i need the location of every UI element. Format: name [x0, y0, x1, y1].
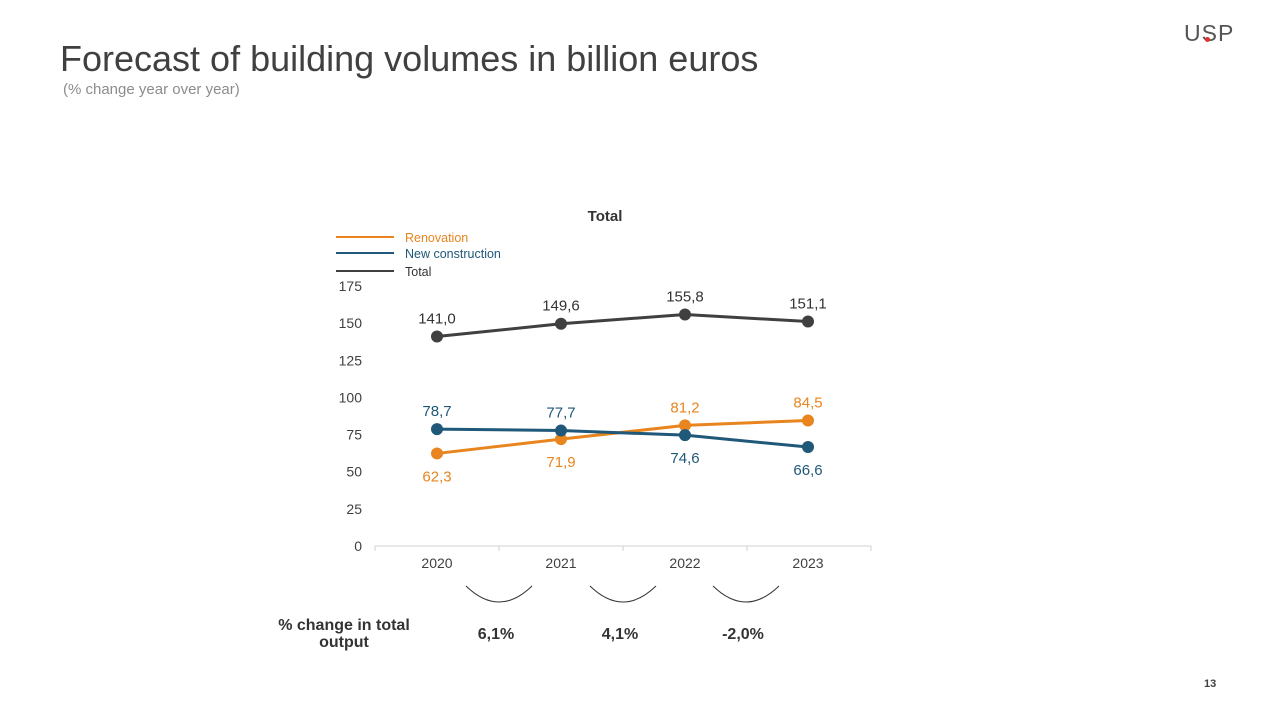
- data-label: 81,2: [670, 399, 699, 416]
- y-tick-label: 0: [354, 538, 362, 554]
- percent-change-value: -2,0%: [722, 626, 764, 643]
- percent-change-row-label: % change in total output: [278, 617, 410, 651]
- series-line: [436, 418, 809, 455]
- data-label: 155,8: [666, 289, 704, 306]
- x-tick-label: 2021: [545, 555, 576, 571]
- x-tick-label: 2023: [792, 555, 823, 571]
- change-arc: [465, 585, 533, 603]
- x-tick-label: 2022: [669, 555, 700, 571]
- y-tick-label: 25: [346, 501, 362, 517]
- data-label: 71,9: [546, 454, 575, 471]
- data-label: 141,0: [418, 311, 456, 328]
- page-number: 13: [1204, 678, 1217, 690]
- data-label: 74,6: [670, 450, 699, 467]
- y-tick-label: 100: [339, 389, 363, 405]
- y-tick-label: 75: [346, 427, 362, 443]
- data-point: [431, 330, 443, 343]
- percent-change-value: 6,1%: [478, 626, 514, 643]
- data-label: 78,7: [422, 403, 451, 420]
- slide-title: Forecast of building volumes in billion …: [60, 38, 759, 79]
- data-label: 151,1: [789, 296, 827, 313]
- data-label: 66,6: [793, 462, 822, 479]
- y-tick-label: 175: [339, 278, 363, 294]
- data-point: [679, 429, 691, 442]
- data-point: [431, 423, 443, 436]
- data-label: 62,3: [422, 468, 451, 485]
- chart-title: Total: [588, 208, 623, 225]
- data-point: [679, 308, 691, 321]
- data-point: [802, 414, 814, 427]
- legend-label: Total: [405, 265, 431, 279]
- data-point: [555, 424, 567, 437]
- y-tick-label: 125: [339, 352, 363, 368]
- data-point: [555, 317, 567, 330]
- data-label: 84,5: [793, 394, 822, 411]
- x-tick-label: 2020: [421, 555, 452, 571]
- data-point: [679, 419, 691, 432]
- series-line: [436, 427, 809, 449]
- series-line: [436, 313, 809, 339]
- change-arc: [712, 585, 780, 603]
- data-point: [555, 433, 567, 446]
- data-point: [802, 441, 814, 454]
- legend-label: New construction: [405, 247, 501, 261]
- logo-dot-icon: [1205, 37, 1210, 42]
- percent-change-value: 4,1%: [602, 626, 638, 643]
- legend-label: Renovation: [405, 231, 468, 245]
- y-tick-label: 50: [346, 464, 362, 480]
- data-label: 149,6: [542, 298, 580, 315]
- data-point: [802, 315, 814, 328]
- change-arc: [589, 585, 657, 603]
- y-tick-label: 150: [339, 315, 363, 331]
- data-point: [431, 447, 443, 460]
- slide-subtitle: (% change year over year): [63, 81, 240, 98]
- data-label: 77,7: [546, 405, 575, 422]
